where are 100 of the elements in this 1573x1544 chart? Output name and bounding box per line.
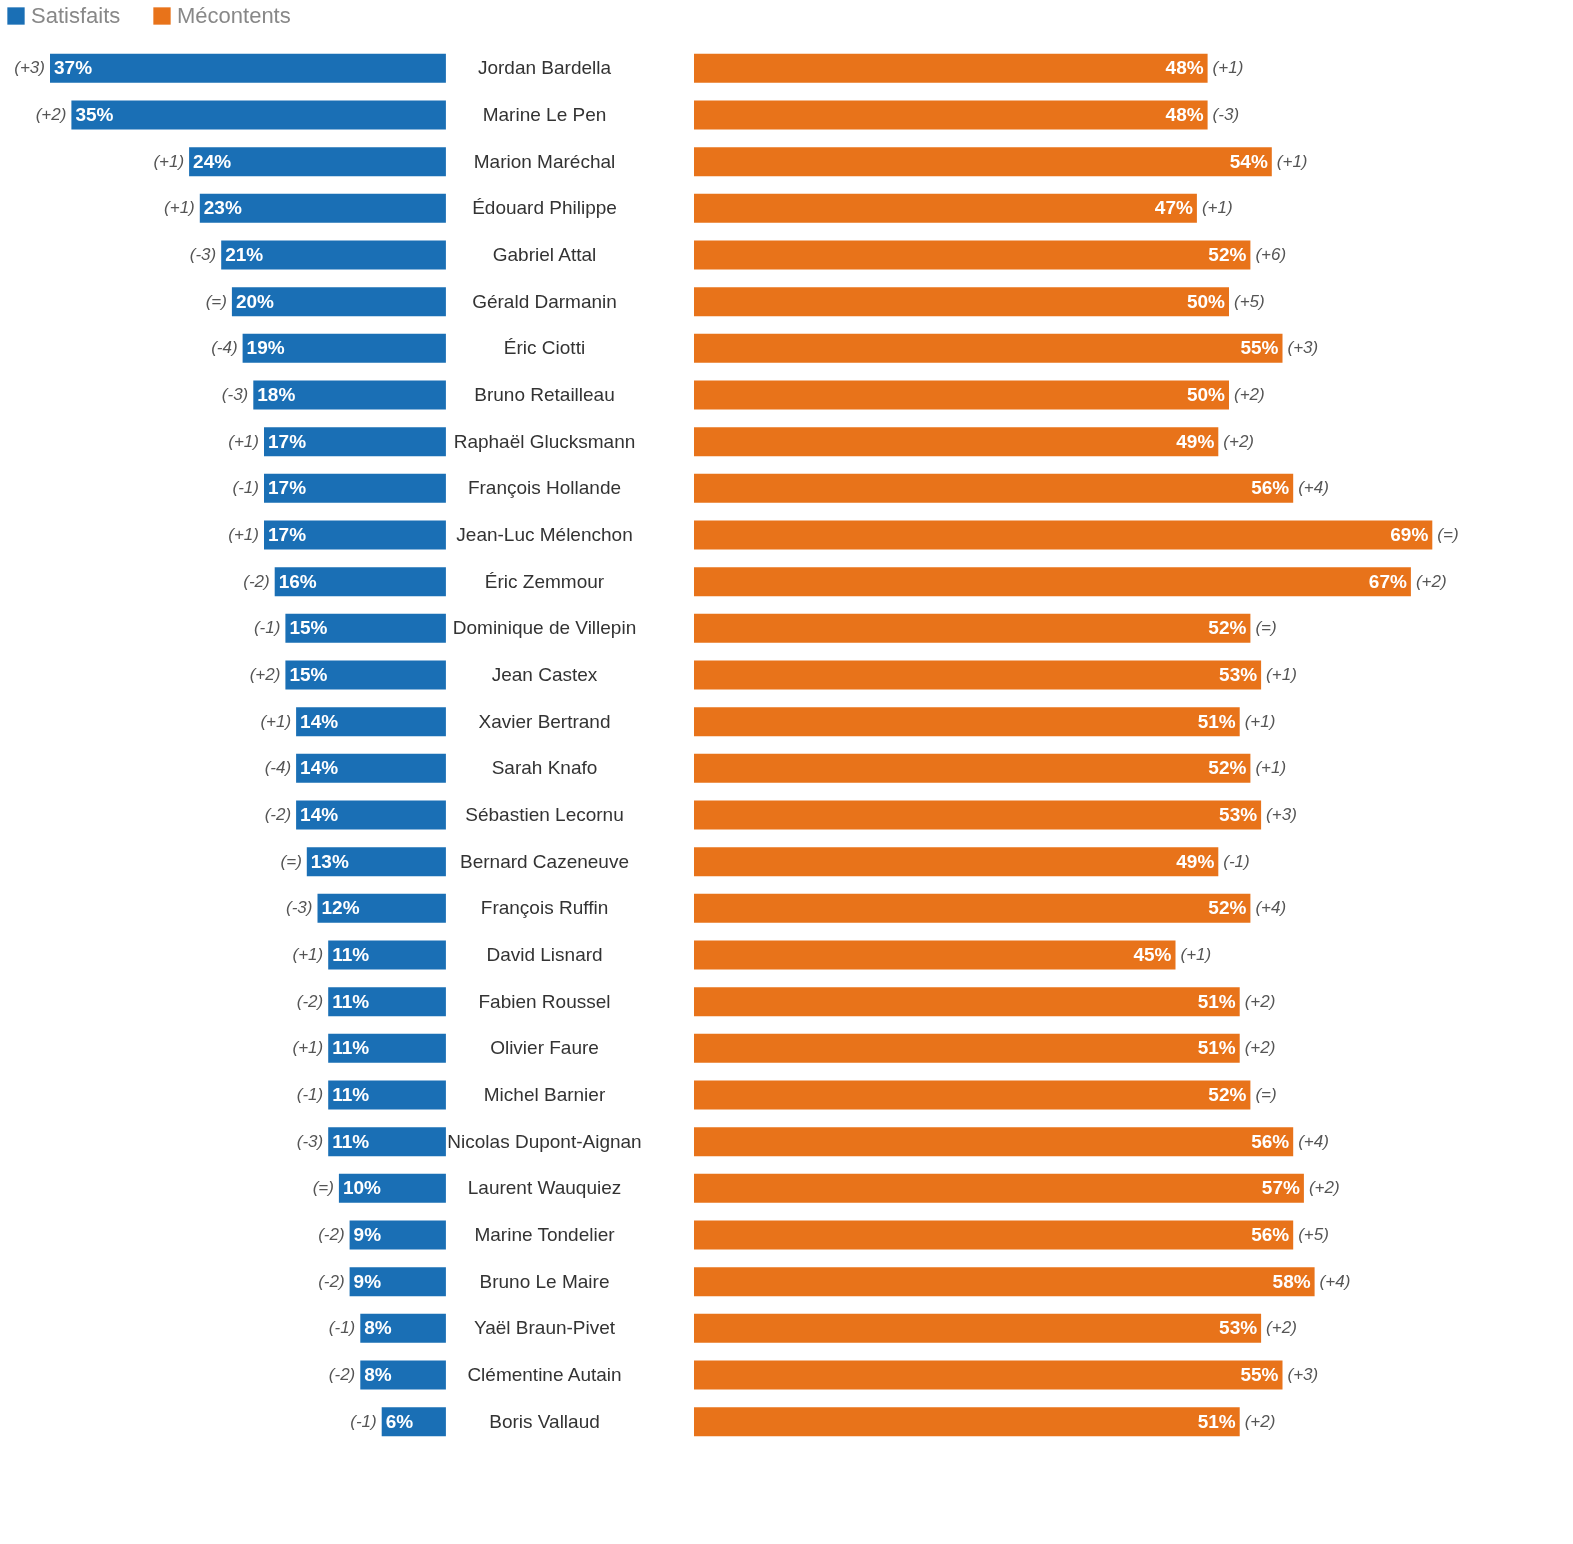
data-label: 52% [1208,757,1247,779]
data-label: 17% [268,477,307,499]
data-label: 56% [1251,477,1290,499]
bar [328,987,446,1017]
y-tick-label: Marion Maréchal [473,150,616,172]
bar [360,1313,446,1343]
annotation: (+1) [1276,151,1308,171]
data-label: 15% [289,617,328,639]
annotation: (+3) [1266,805,1297,824]
y-tick-label: Sarah Knafo [491,757,598,779]
bar [694,520,1433,550]
data-label: 14% [300,804,339,825]
annotation: (+2) [35,105,67,124]
legend-label: Satisfaits [31,3,121,28]
annotation: (+3) [1287,338,1319,358]
bar [694,1220,1294,1250]
annotation: (-2) [318,1271,345,1291]
annotation: (+3) [1287,1365,1319,1384]
data-label: 51% [1197,1037,1236,1059]
bar [694,380,1229,410]
bar [264,473,446,503]
bar [694,567,1411,597]
data-label: 48% [1165,104,1204,125]
annotation: (+2) [1223,431,1255,451]
annotation: (+2) [1415,571,1447,591]
annotation: (+5) [1298,1225,1329,1244]
data-label: 18% [257,384,296,405]
data-label: 15% [289,664,328,685]
y-tick-label: Bruno Le Maire [479,1270,610,1292]
bar [349,1267,446,1297]
annotation: (+1) [228,525,259,544]
annotation: (-3) [286,898,313,918]
annotation: (+1) [1244,711,1276,731]
annotation: (+1) [260,711,292,731]
data-label: 52% [1208,897,1247,919]
data-label: 14% [300,757,339,779]
bar [264,427,446,457]
bar [694,193,1197,223]
data-label: 45% [1133,944,1172,965]
annotation: (+4) [1298,1131,1329,1151]
y-tick-label: Jean-Luc Mélenchon [456,524,633,545]
data-label: 50% [1186,290,1226,312]
y-tick-label: Éric Zemmour [484,570,605,592]
y-tick-label: Michel Barnier [483,1084,606,1105]
data-label: 67% [1368,570,1407,592]
bar [694,707,1240,737]
y-tick-label: Bernard Cazeneuve [460,850,629,872]
data-label: 19% [246,337,285,359]
annotation: (+2) [1308,1178,1340,1198]
annotation: (-2) [264,805,292,824]
data-label: 6% [385,1410,414,1432]
y-tick-label: Marine Le Pen [482,104,607,125]
annotation: (-3) [189,245,217,264]
annotation: (=) [312,1178,334,1198]
bar [694,1360,1283,1390]
annotation: (+1) [1255,758,1287,778]
bar [328,1033,446,1063]
bar [328,1127,446,1157]
y-tick-label: Olivier Faure [490,1037,599,1059]
data-label: 12% [321,897,360,919]
bar [694,1407,1240,1437]
annotation: (-1) [232,478,259,498]
bar [694,753,1251,783]
bar [50,53,446,83]
annotation: (-4) [211,338,238,358]
bar [242,333,446,363]
data-label: 47% [1154,197,1193,219]
annotation: (+2) [1244,1411,1276,1431]
data-label: 58% [1272,1270,1311,1292]
bar [306,847,446,877]
bar [199,193,446,223]
data-label: 53% [1219,804,1258,825]
y-tick-label: Gérald Darmanin [472,290,617,312]
y-tick-label: David Lisnard [486,944,603,965]
bar [694,53,1208,83]
bar [694,660,1262,690]
data-label: 8% [364,1317,392,1339]
bar [189,147,446,177]
annotation: (-1) [328,1318,356,1338]
annotation: (-1) [296,1085,324,1104]
data-label: 49% [1176,850,1215,872]
annotation: (=) [1437,525,1459,544]
annotation: (+1) [1266,665,1297,684]
bar [317,893,446,923]
annotation: (+1) [292,1038,324,1058]
annotation: (-1) [1223,851,1250,871]
annotation: (+5) [1234,291,1265,311]
annotation: (-2) [328,1365,356,1384]
y-tick-label: Yaël Braun-Pivet [473,1317,616,1339]
data-label: 23% [203,197,242,219]
bar [296,753,446,783]
y-tick-label: Bruno Retailleau [474,384,615,405]
annotation: (-2) [243,571,270,591]
bar [694,800,1262,830]
data-label: 53% [1219,664,1258,685]
annotation: (=) [205,291,227,311]
bar [694,287,1229,317]
legend-label: Mécontents [177,3,291,28]
bar [694,987,1240,1017]
y-tick-label: Nicolas Dupont-Aignan [447,1130,642,1152]
